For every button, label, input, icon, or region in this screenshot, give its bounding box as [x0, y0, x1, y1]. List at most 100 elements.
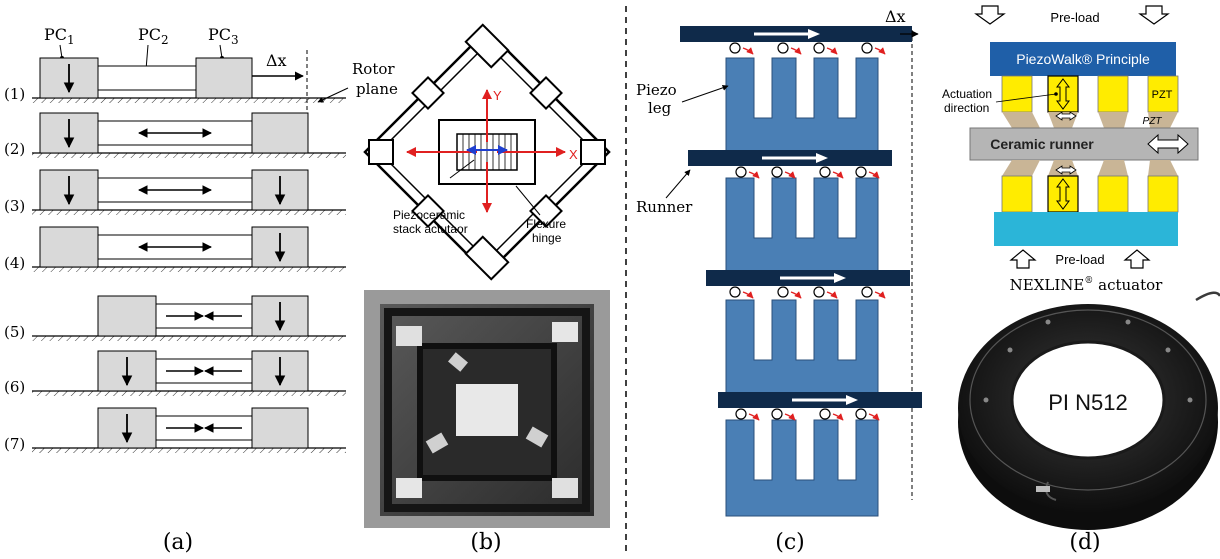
- pc3-clamp: [195, 57, 253, 99]
- preload-arrow-br: [1123, 249, 1151, 269]
- inchworm-stages: [680, 26, 922, 517]
- pc3-clamp: [251, 407, 309, 449]
- leg-motion-arrow: [790, 47, 802, 55]
- upper-leg-1: [1001, 75, 1033, 113]
- prototype-photo: [364, 290, 610, 528]
- actuation-leader: [995, 93, 1057, 103]
- step-row-2: (2): [4, 112, 346, 158]
- photo-center-block: [456, 384, 518, 436]
- ring-hole: [1010, 340, 1166, 460]
- ground-hatch: [32, 210, 346, 215]
- corner-block-left: [368, 139, 394, 165]
- hinge-label-1: Flexure: [526, 217, 566, 231]
- caption-c: (c): [775, 530, 805, 555]
- leg-tip: [729, 286, 741, 298]
- panel-c: Δx Piezo leg Runner (c): [636, 7, 922, 555]
- step-label: (6): [4, 378, 25, 396]
- stack-callout-line: [449, 159, 475, 179]
- walking-stage-2: [688, 150, 892, 275]
- tip-arrow-lower: [1055, 165, 1077, 175]
- photo-outer-ring: [384, 308, 590, 512]
- leg-motion-arrow: [874, 47, 886, 55]
- preload-top-label: Pre-load: [1050, 10, 1099, 25]
- leg-tip: [861, 42, 873, 54]
- lower-leg-1: [1001, 175, 1033, 213]
- leg-tip: [771, 166, 783, 178]
- ring-bolts: [983, 319, 1193, 403]
- panel-b: Y X Piezoceramic stack actutaor Flexure …: [363, 23, 611, 555]
- product-label: PI N512: [1048, 390, 1128, 415]
- leg-motion-arrow: [868, 171, 880, 179]
- arm-block-br: [529, 194, 563, 228]
- leg-motion-arrow: [874, 291, 886, 299]
- actuation-label-2: direction: [944, 101, 989, 115]
- actuation-label-1: Actuation: [942, 87, 992, 101]
- ceramic-runner-label: Ceramic runner: [990, 136, 1094, 152]
- rotor-plane-label: Rotor: [352, 60, 395, 78]
- tip-arrow-upper: [1055, 111, 1077, 121]
- leg-motion-arrow: [790, 291, 802, 299]
- leg-motion-arrow: [748, 413, 760, 421]
- runner-motion-arrowhead: [846, 395, 858, 405]
- lower-tip-4: [1148, 160, 1178, 176]
- piezo-leg-label-1: Piezo: [636, 81, 677, 99]
- step-label: (5): [4, 323, 25, 341]
- hinge-label-2: hinge: [532, 231, 562, 245]
- step-label: (7): [4, 435, 25, 453]
- ring-actuator-photo: PI N512: [958, 291, 1220, 530]
- photo-pad-mid2: [525, 426, 549, 448]
- leg-tip: [771, 408, 783, 420]
- leg-motion-arrow: [868, 413, 880, 421]
- leg-tip: [819, 166, 831, 178]
- preload-bottom-label: Pre-load: [1055, 252, 1104, 267]
- leg-tip: [813, 286, 825, 298]
- leg-tip: [813, 42, 825, 54]
- ceramic-runner: [969, 127, 1199, 161]
- runner-motion-arrowhead: [834, 273, 846, 283]
- piezo-leg-body: [725, 177, 879, 275]
- hinge-callout-line: [515, 185, 541, 216]
- piezo-leg-label-2: leg: [648, 99, 672, 117]
- leg-tip: [855, 166, 867, 178]
- corner-block-bottom: [464, 235, 510, 281]
- ground-hatch: [32, 98, 346, 103]
- pc1-clamp: [39, 226, 99, 268]
- pc3-clamp: [251, 112, 309, 154]
- runner-arrow: [665, 169, 691, 199]
- step-row-6: (6): [4, 350, 346, 396]
- step-label: (4): [4, 254, 25, 272]
- arm-block-tl: [411, 76, 445, 110]
- pc3-leader: [219, 44, 223, 59]
- leg-tip: [729, 42, 741, 54]
- ground-hatch: [32, 336, 346, 341]
- step-row-5: (5): [4, 295, 346, 341]
- photo-pad-br: [552, 478, 578, 498]
- leg-motion-arrow: [748, 171, 760, 179]
- caption-d: (d): [1069, 530, 1100, 555]
- leg-tip: [777, 42, 789, 54]
- stack-label-2: stack actutaor: [393, 222, 468, 236]
- leg-motion-arrow: [784, 171, 796, 179]
- lower-leg-3: [1097, 175, 1129, 213]
- preload-arrow-bl: [1009, 249, 1037, 269]
- leg-tip: [819, 408, 831, 420]
- step-row-1: (1): [4, 57, 346, 103]
- walking-stage-1: [680, 26, 912, 155]
- photo-pad-mid3: [448, 352, 468, 372]
- piezo-leg-body: [725, 299, 879, 397]
- ground-hatch: [32, 391, 346, 396]
- upper-tip-3: [1098, 112, 1128, 128]
- photo-pad-bl: [396, 478, 422, 498]
- runner-motion-arrow: [1147, 133, 1189, 155]
- piezo-leg-body: [725, 419, 879, 517]
- lower-leg-4: [1147, 175, 1179, 213]
- actuation-arrow-upper: [1056, 78, 1070, 110]
- delta-x-label-c: Δx: [885, 7, 906, 26]
- leg-tip: [855, 408, 867, 420]
- leg-motion-arrow: [826, 291, 838, 299]
- step-label: (1): [4, 85, 25, 103]
- lower-tip-1: [1002, 160, 1040, 176]
- connector: [1036, 486, 1050, 492]
- stack-label-1: Piezoceramic: [393, 208, 465, 222]
